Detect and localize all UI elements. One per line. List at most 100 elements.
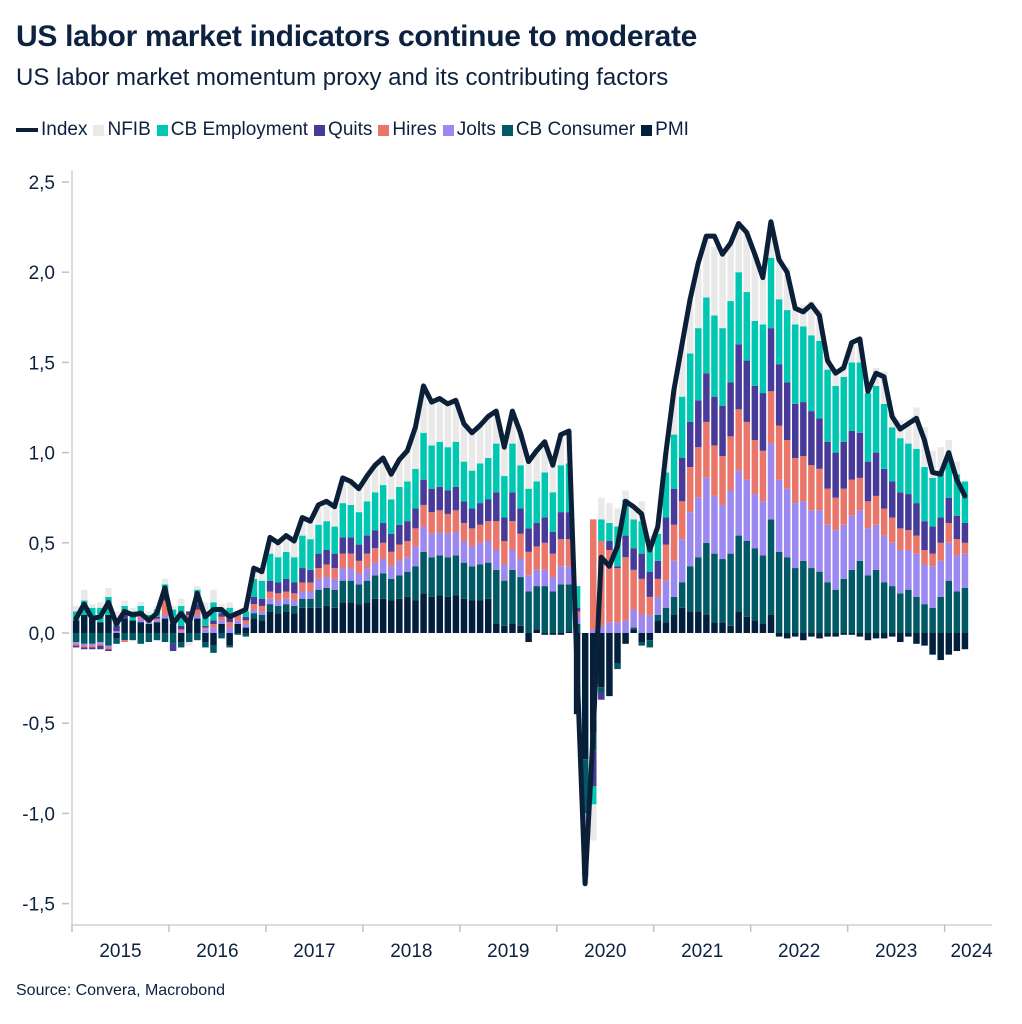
legend-swatch <box>156 124 168 136</box>
bar-cb-consumer <box>412 566 419 601</box>
bar-quits <box>186 611 193 615</box>
bar-cb-employment <box>921 467 928 522</box>
bar-cb-employment <box>339 503 347 538</box>
bar-quits <box>961 522 969 543</box>
bar-hires <box>953 539 961 556</box>
bar-pmi <box>646 633 654 641</box>
bar-pmi <box>291 613 298 633</box>
bar-hires <box>695 447 702 498</box>
bar-jolts <box>945 542 953 581</box>
axes: 2,5 2,0 1,5 1,0 0,5 0,0 -0,5 -1,0 -1,5 2015 2016 20… <box>22 170 993 962</box>
bar-jolts <box>274 600 282 606</box>
bar-cb-consumer <box>371 575 379 599</box>
bar-pmi <box>476 600 484 633</box>
bar-pmi <box>89 618 96 633</box>
bar-pmi <box>137 622 145 633</box>
bar-cb-consumer <box>234 633 241 635</box>
bar-quits <box>282 578 290 592</box>
bar-jolts <box>711 495 718 554</box>
bar-pmi <box>161 618 169 633</box>
bar-jolts <box>315 578 322 590</box>
bar-jolts <box>832 530 839 590</box>
bar-pmi <box>921 633 928 646</box>
bar-cb-consumer <box>678 582 686 608</box>
bar-hires <box>371 548 379 563</box>
bar-quits <box>638 553 645 579</box>
bar-hires <box>541 542 549 570</box>
bar-jolts <box>484 540 492 563</box>
bar-nfib <box>161 578 169 585</box>
bar-cb-consumer <box>258 614 266 621</box>
legend-item-cb-employment: CB Employment <box>156 119 308 141</box>
bar-hires <box>880 508 888 536</box>
bar-hires <box>153 618 161 621</box>
bar-hires <box>444 513 452 534</box>
legend-swatch <box>93 124 105 136</box>
bar-cb-consumer <box>169 633 177 644</box>
bar-jolts <box>703 477 710 543</box>
bar-quits <box>533 522 540 547</box>
bar-cb-consumer <box>783 557 791 633</box>
bar-pmi <box>961 633 969 650</box>
bar-jolts <box>97 642 104 644</box>
bar-cb-consumer <box>686 566 694 612</box>
bar-cb-employment <box>299 535 306 569</box>
bar-cb-employment <box>347 504 355 538</box>
bar-cb-consumer <box>145 633 153 643</box>
bar-nfib <box>557 432 565 466</box>
bar-cb-consumer <box>250 613 258 619</box>
bar-cb-employment <box>848 362 856 431</box>
bar-nfib <box>307 521 314 540</box>
bar-hires <box>565 539 573 567</box>
bar-cb-consumer <box>80 633 88 644</box>
bar-pmi <box>695 611 702 633</box>
bar-pmi <box>282 611 290 633</box>
bar-jolts <box>299 591 306 599</box>
bar-nfib <box>743 232 751 293</box>
bar-pmi <box>800 633 807 641</box>
bar-nfib <box>517 432 524 466</box>
bar-jolts <box>783 488 791 558</box>
bar-nfib <box>371 465 379 493</box>
bar-cb-consumer <box>598 687 605 693</box>
bar-cb-employment <box>460 461 468 502</box>
bar-nfib <box>792 308 799 325</box>
bar-hires <box>339 553 347 569</box>
bar-nfib <box>800 304 807 327</box>
bar-nfib <box>525 463 532 489</box>
y-tick-label: 2,5 <box>29 173 55 194</box>
bar-nfib <box>735 223 742 273</box>
bar-cb-consumer <box>905 589 912 633</box>
bar-jolts <box>598 625 605 633</box>
bar-jolts <box>880 535 888 583</box>
bar-nfib <box>703 236 710 298</box>
bar-quits <box>396 524 403 545</box>
bar-quits <box>420 479 427 505</box>
bar-cb-consumer <box>565 584 573 632</box>
bar-cb-consumer <box>864 575 872 633</box>
bar-cb-consumer <box>751 548 759 621</box>
bar-cb-employment <box>856 362 864 433</box>
bar-cb-employment <box>509 443 516 493</box>
bar-hires <box>792 458 799 504</box>
bar-hires <box>323 564 330 578</box>
bar-hires <box>533 546 540 570</box>
bar-jolts <box>937 560 944 597</box>
y-tick-label: 1,5 <box>29 353 55 374</box>
bar-hires <box>832 497 839 531</box>
bar-hires <box>840 488 847 525</box>
bar-cb-consumer <box>759 555 767 624</box>
x-tick-label: 2023 <box>875 941 917 962</box>
bar-cb-employment <box>598 519 605 541</box>
bar-cb-employment <box>743 292 751 361</box>
bar-jolts <box>436 531 443 556</box>
bar-hires <box>630 569 637 610</box>
bar-nfib <box>913 407 920 449</box>
bar-cb-employment <box>775 299 783 365</box>
bar-pmi <box>549 633 557 635</box>
bar-hires <box>678 501 686 540</box>
bar-pmi <box>792 633 799 637</box>
bar-nfib <box>226 602 233 608</box>
bar-cb-employment <box>751 320 759 386</box>
bar-quits <box>630 548 637 570</box>
